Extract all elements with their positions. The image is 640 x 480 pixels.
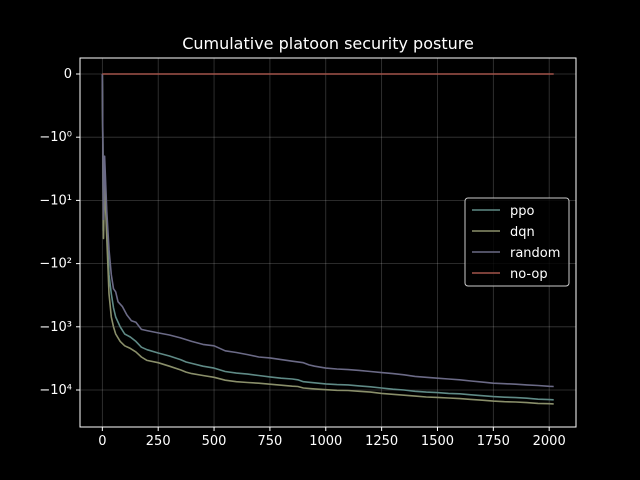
- x-tick-label: 0: [98, 434, 106, 449]
- x-tick-label: 1500: [421, 434, 454, 449]
- y-tick-label: −10⁰: [39, 130, 72, 145]
- y-axis: 0 −10⁰ −10¹ −10² −10³ −10⁴: [39, 67, 80, 398]
- legend-box: [464, 197, 570, 287]
- y-tick-label: −10³: [39, 320, 72, 335]
- x-tick-label: 1750: [477, 434, 510, 449]
- legend-label-dqn: dqn: [510, 225, 535, 240]
- x-axis: 0 250 500 750 1000 1250 1500 1750 2000: [98, 427, 566, 449]
- plot-lines: [101, 73, 554, 405]
- y-tick-label: −10¹: [39, 193, 72, 208]
- y-tick-label: −10⁴: [39, 383, 72, 398]
- x-tick-label: 750: [257, 434, 282, 449]
- legend-label-no-op: no-op: [510, 267, 548, 282]
- x-tick-label: 250: [146, 434, 171, 449]
- y-tick-label: 0: [64, 67, 72, 82]
- y-tick-label: −10²: [39, 257, 72, 272]
- x-tick-label: 2000: [533, 434, 566, 449]
- chart-title: Cumulative platoon security posture: [182, 34, 474, 53]
- series-line-dqn: [101, 73, 554, 405]
- plot-frame: [79, 57, 577, 428]
- x-tick-label: 1250: [365, 434, 398, 449]
- series-line-random: [101, 73, 554, 388]
- series-line-ppo: [101, 73, 554, 401]
- legend: ppo dqn random no-op: [464, 197, 570, 287]
- x-tick-label: 500: [202, 434, 227, 449]
- legend-label-random: random: [510, 246, 560, 261]
- x-tick-label: 1000: [309, 434, 342, 449]
- legend-label-ppo: ppo: [510, 204, 535, 219]
